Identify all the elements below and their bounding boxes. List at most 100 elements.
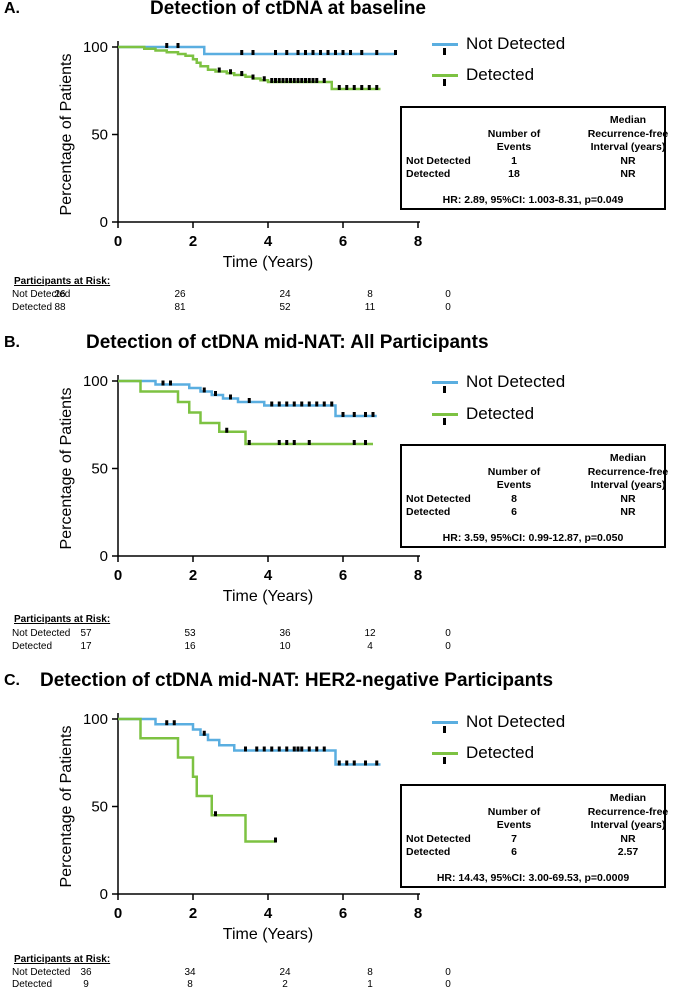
- km-curve-not-detected: [118, 717, 381, 766]
- x-tick-label: 4: [264, 567, 273, 584]
- risk-value: 17: [80, 641, 92, 652]
- censor-mark-not-detected: [247, 398, 251, 403]
- x-tick-label: 0: [114, 233, 122, 250]
- km-curve-detected: [118, 717, 276, 843]
- censor-mark-detected: [270, 78, 274, 83]
- risk-value: 12: [364, 628, 376, 639]
- y-tick-label: 100: [83, 711, 108, 728]
- legend-label: Detected: [466, 743, 535, 762]
- risk-value: 0: [445, 302, 451, 313]
- stats-events: 8: [511, 493, 517, 505]
- censor-mark-detected: [360, 85, 364, 90]
- censor-mark-not-detected: [285, 401, 289, 407]
- censor-mark-detected: [285, 78, 289, 83]
- censor-mark-not-detected: [176, 43, 180, 48]
- y-tick-label: 50: [91, 127, 108, 144]
- censor-mark-detected: [300, 78, 304, 83]
- y-tick-label: 100: [83, 39, 108, 56]
- legend-label: Not Detected: [466, 372, 566, 391]
- panel-letter: B.: [4, 334, 20, 351]
- risk-value: 57: [80, 628, 92, 639]
- censor-mark-not-detected: [315, 746, 319, 752]
- legend-swatch-not-detected: [432, 721, 458, 733]
- stats-median: NR: [620, 506, 636, 518]
- censor-mark-not-detected: [300, 746, 304, 752]
- censor-mark-not-detected: [172, 720, 176, 726]
- stats-hr: HR: 3.59, 95%CI: 0.99-12.87, p=0.050: [442, 532, 624, 544]
- stats-events: 6: [511, 506, 517, 518]
- stats-header: Interval (years): [590, 479, 666, 491]
- stats-header: Median: [609, 452, 647, 464]
- stats-header: Interval (years): [590, 819, 666, 831]
- censor-mark-not-detected: [262, 746, 266, 752]
- censor-mark-not-detected: [214, 391, 217, 396]
- censor-mark-not-detected: [285, 746, 289, 752]
- censor-mark-not-detected: [274, 50, 277, 55]
- risk-value: 2: [282, 979, 288, 990]
- censor-mark-detected: [262, 76, 266, 82]
- stats-events: 6: [511, 846, 517, 858]
- x-axis-title: Time (Years): [223, 926, 313, 943]
- x-tick-label: 4: [264, 905, 273, 922]
- km-curve-not-detected: [118, 45, 396, 56]
- x-tick-label: 4: [264, 233, 273, 250]
- stats-header: Median: [609, 114, 647, 126]
- censor-mark-detected: [292, 78, 296, 83]
- censor-mark-not-detected: [345, 760, 349, 766]
- chart-title: Detection of ctDNA mid-NAT: All Particip…: [86, 332, 489, 353]
- risk-heading: Participants at Risk:: [14, 276, 111, 287]
- stats-box: Median Recurrence-free Interval (years) …: [400, 444, 668, 548]
- censor-mark-not-detected: [292, 401, 296, 407]
- censor-mark-not-detected: [202, 730, 206, 736]
- censor-mark-not-detected: [319, 50, 322, 55]
- censor-mark-detected: [281, 78, 285, 83]
- censor-mark-detected: [240, 71, 244, 76]
- censor-mark-detected: [304, 78, 307, 83]
- censor-mark-not-detected: [277, 401, 281, 407]
- censor-mark-not-detected: [341, 412, 345, 417]
- y-tick-label: 50: [91, 461, 108, 478]
- censor-mark-detected: [375, 85, 379, 90]
- risk-value: 0: [445, 628, 451, 639]
- censor-mark-not-detected: [251, 50, 255, 55]
- censor-mark-not-detected: [292, 746, 296, 752]
- stats-row-label: Detected: [406, 506, 451, 518]
- y-tick-label: 0: [100, 548, 108, 565]
- stats-median: NR: [620, 833, 636, 845]
- stats-hr: HR: 14.43, 95%CI: 3.00-69.53, p=0.0009: [436, 872, 630, 884]
- stats-header: Events: [496, 479, 532, 491]
- y-axis-title: Percentage of Patients: [58, 388, 75, 550]
- y-tick-label: 50: [91, 799, 108, 816]
- legend-censor-mark: [443, 48, 446, 55]
- censor-mark-not-detected: [165, 43, 169, 48]
- censor-mark-not-detected: [394, 50, 397, 55]
- censor-mark-not-detected: [334, 50, 337, 55]
- x-tick-label: 6: [339, 233, 347, 250]
- stats-box: Median Recurrence-free Interval (years) …: [400, 784, 668, 888]
- panel-c: C. Detection of ctDNA mid-NAT: HER2-nega…: [0, 670, 685, 1002]
- risk-label: Detected: [12, 302, 53, 313]
- risk-label: Not Detected: [12, 967, 71, 978]
- legend-censor-mark: [443, 726, 446, 733]
- censor-mark-detected: [225, 427, 229, 433]
- km-curve-detected: [118, 45, 381, 91]
- censor-mark-not-detected: [270, 746, 274, 752]
- censor-mark-not-detected: [169, 380, 172, 386]
- panel-letter: C.: [4, 672, 20, 689]
- censor-mark-detected: [229, 69, 232, 75]
- censor-mark-detected: [277, 78, 281, 83]
- stats-median: NR: [620, 168, 636, 180]
- censor-mark-detected: [296, 78, 300, 83]
- stats-header: Median: [609, 792, 647, 804]
- risk-value: 8: [367, 289, 373, 300]
- censor-mark-not-detected: [352, 412, 356, 417]
- censor-mark-detected: [337, 85, 341, 90]
- stats-median: 2.57: [617, 846, 639, 858]
- risk-value: 11: [364, 302, 376, 313]
- risk-value: 24: [279, 289, 291, 300]
- censor-mark-not-detected: [244, 746, 247, 752]
- x-tick-label: 8: [414, 233, 422, 250]
- y-tick-label: 100: [83, 373, 108, 390]
- censor-mark-detected: [274, 837, 277, 843]
- legend-label: Not Detected: [466, 34, 566, 53]
